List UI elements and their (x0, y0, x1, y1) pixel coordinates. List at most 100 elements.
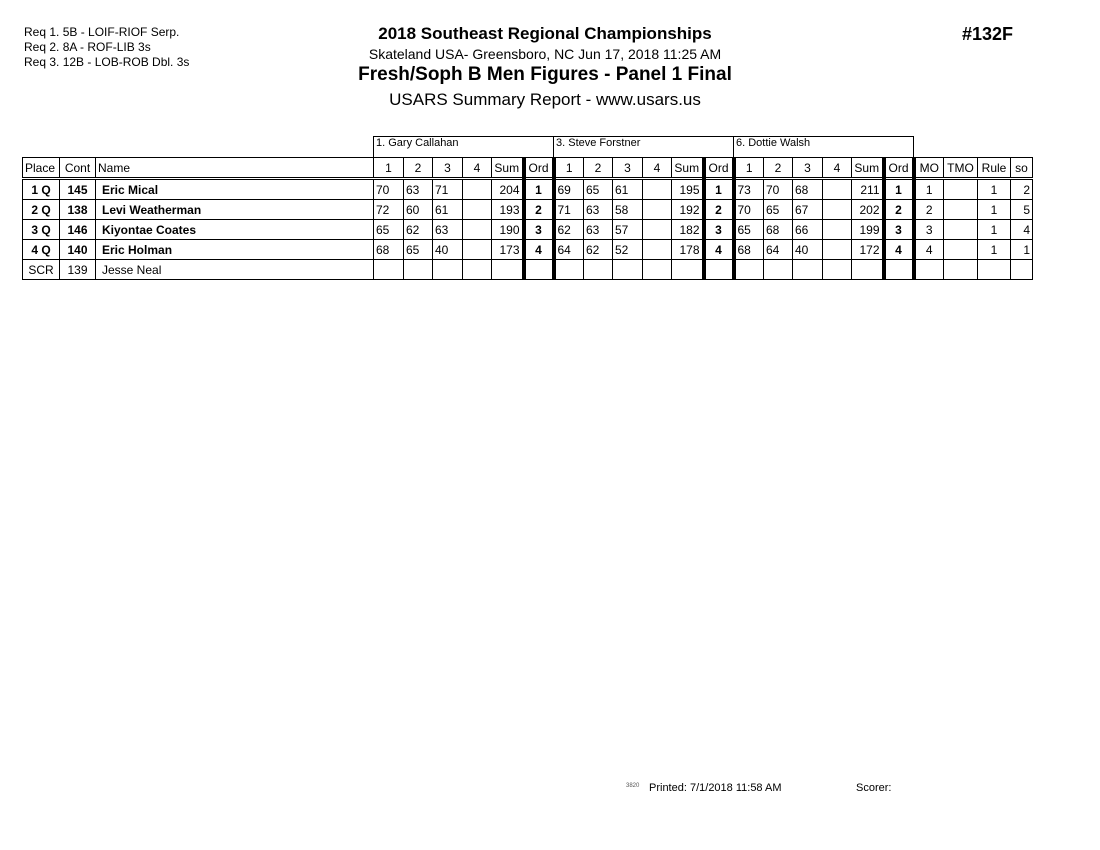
score-cell: 68 (731, 239, 764, 260)
column-header-1: 1 (733, 157, 764, 180)
score-cell: 40 (432, 239, 463, 260)
column-header-so: so (1010, 157, 1033, 180)
score-cell: 40 (792, 239, 823, 260)
table-row: 2 Q 138 Levi Weatherman 72 60 61 193 2 71 63 58 192… (22, 199, 1033, 220)
ordinal-cell: 4 (701, 239, 736, 260)
table-row: 3 Q 146 Kiyontae Coates 65 62 63 190 3 62 63 57 182… (22, 219, 1033, 240)
report-code: 3820 (626, 783, 640, 789)
score-cell: 68 (373, 239, 404, 260)
mo-cell (913, 259, 944, 280)
score-cell (642, 178, 672, 200)
column-header-4: 4 (642, 157, 672, 180)
place-cell: 2 Q (22, 199, 60, 220)
requirement-2: Req 2. 8A - ROF-LIB 3s (24, 40, 151, 54)
column-header-2: 2 (583, 157, 613, 180)
column-header-sum: Sum (491, 157, 524, 180)
score-cell: 65 (763, 199, 793, 220)
sum-cell: 190 (491, 219, 524, 240)
ordinal-cell (521, 259, 556, 280)
score-cell: 71 (432, 178, 463, 200)
so-cell: 4 (1010, 219, 1033, 240)
tmo-cell (943, 199, 978, 220)
score-cell (642, 239, 672, 260)
score-cell (462, 239, 492, 260)
column-header-2: 2 (403, 157, 433, 180)
table-row: SCR 139 Jesse Neal (22, 259, 1033, 280)
so-cell: 5 (1010, 199, 1033, 220)
score-cell: 62 (403, 219, 433, 240)
location-date: Skateland USA- Greensboro, NC Jun 17, 20… (368, 46, 722, 62)
so-cell (1010, 259, 1033, 280)
score-cell (373, 259, 404, 280)
sum-cell: 178 (671, 239, 704, 260)
score-cell: 61 (432, 199, 463, 220)
place-cell: 3 Q (22, 219, 60, 240)
column-header-place: Place (22, 157, 60, 180)
sum-cell: 199 (851, 219, 884, 240)
score-cell (822, 199, 852, 220)
judge-name: 3. Steve Forstner (553, 136, 734, 158)
ordinal-cell: 1 (881, 178, 916, 200)
score-cell (462, 178, 492, 200)
rule-cell (977, 259, 1011, 280)
name-cell: Eric Mical (95, 178, 374, 200)
score-cell: 70 (731, 199, 764, 220)
score-cell (462, 259, 492, 280)
table-row: 4 Q 140 Eric Holman 68 65 40 173 4 64 62 52 178 4 68 6… (22, 239, 1033, 260)
sum-cell: 182 (671, 219, 704, 240)
score-cell: 69 (551, 178, 584, 200)
score-cell: 68 (763, 219, 793, 240)
so-cell: 2 (1010, 178, 1033, 200)
score-cell: 57 (612, 219, 643, 240)
requirement-3: Req 3. 12B - LOB-ROB Dbl. 3s (24, 55, 190, 69)
rule-cell: 1 (977, 199, 1011, 220)
scorer-label: Scorer: (856, 782, 892, 794)
score-cell (763, 259, 793, 280)
column-header-4: 4 (462, 157, 492, 180)
report-title: USARS Summary Report - www.usars.us (389, 90, 701, 109)
column-header-2: 2 (763, 157, 793, 180)
score-cell: 65 (583, 178, 613, 200)
column-header-1: 1 (373, 157, 404, 180)
sum-cell: 211 (851, 178, 884, 200)
score-cell: 63 (403, 178, 433, 200)
column-header-name: Name (95, 157, 374, 180)
ordinal-cell: 3 (881, 219, 916, 240)
score-cell: 63 (583, 219, 613, 240)
rule-cell: 1 (977, 219, 1011, 240)
score-cell (792, 259, 823, 280)
table-row: 1 Q 145 Eric Mical 70 63 71 204 1 69 65 61 195 1 73 70… (22, 178, 1033, 200)
cont-cell: 139 (59, 259, 96, 280)
so-cell: 1 (1010, 239, 1033, 260)
score-cell (583, 259, 613, 280)
requirement-1: Req 1. 5B - LOIF-RIOF Serp. (24, 25, 180, 39)
score-cell (731, 259, 764, 280)
name-cell: Levi Weatherman (95, 199, 374, 220)
score-cell: 70 (373, 178, 404, 200)
column-header-ord: Ord (881, 157, 916, 180)
score-cell (551, 259, 584, 280)
score-cell (462, 199, 492, 220)
name-cell: Kiyontae Coates (95, 219, 374, 240)
score-cell (612, 259, 643, 280)
score-cell (462, 219, 492, 240)
score-cell: 66 (792, 219, 823, 240)
score-cell: 72 (373, 199, 404, 220)
score-cell: 71 (551, 199, 584, 220)
rule-cell: 1 (977, 239, 1011, 260)
tmo-cell (943, 219, 978, 240)
column-header-rule: Rule (977, 157, 1011, 180)
score-cell: 60 (403, 199, 433, 220)
sum-cell: 204 (491, 178, 524, 200)
score-cell: 65 (731, 219, 764, 240)
column-header-mo: MO (913, 157, 944, 180)
column-header-3: 3 (432, 157, 463, 180)
score-cell (642, 219, 672, 240)
column-header-sum: Sum (671, 157, 704, 180)
sum-cell: 192 (671, 199, 704, 220)
score-cell: 70 (763, 178, 793, 200)
ordinal-cell: 2 (881, 199, 916, 220)
competition-title: 2018 Southeast Regional Championships (378, 24, 712, 43)
score-cell: 62 (583, 239, 613, 260)
score-cell: 62 (551, 219, 584, 240)
